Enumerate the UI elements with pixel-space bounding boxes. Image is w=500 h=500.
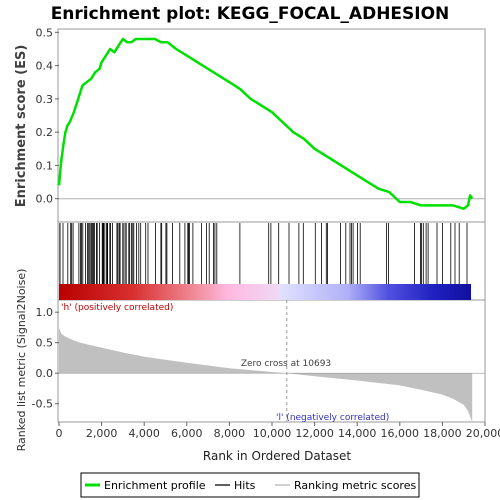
negative-correlation-label: 'l' (negatively correlated) [276,413,389,423]
ranked-metric-layer [59,300,485,422]
x-tick-label: 2,000 [86,427,118,440]
es-y-tick-label: 0.0 [36,193,54,206]
x-tick-label: 20,000 [466,427,500,440]
es-y-axis: 0.0 0.1 0.2 0.3 0.4 0.5 [36,26,59,206]
es-y-tick-label: 0.3 [36,93,54,106]
x-axis-label: Rank in Ordered Dataset [203,449,351,463]
metric-y-tick-label: 0.5 [36,337,54,350]
es-y-tick-label: 0.5 [36,26,54,39]
metric-y-axis: -0.5 0.0 0.5 1.0 [32,306,59,411]
legend-label-hits: Hits [234,479,256,492]
positive-correlation-label: 'h' (positively correlated) [61,303,173,313]
metric-y-tick-label: -0.5 [32,398,53,411]
zero-cross-label: Zero cross at 10693 [241,359,331,369]
x-axis: 0 2,000 4,000 6,000 8,000 10,000 12,000 14,000 1… [56,422,500,440]
ranked-list-heatmap [59,284,471,300]
x-tick-label: 12,000 [295,427,334,440]
es-panel-frame [57,28,486,223]
x-tick-label: 18,000 [423,427,462,440]
legend-label-enrichment: Enrichment profile [104,479,206,492]
chart-title: Enrichment plot: KEGG_FOCAL_ADHESION [51,4,450,24]
es-y-tick-label: 0.1 [36,159,54,172]
enrichment-profile-line [57,37,474,210]
x-tick-label: 14,000 [338,427,377,440]
es-y-axis-label: Enrichment score (ES) [14,45,29,208]
metric-y-tick-label: 0.0 [36,367,54,380]
metric-y-axis-label: Ranked list metric (Signal2Noise) [15,269,28,452]
es-y-tick-label: 0.4 [36,60,54,73]
x-tick-label: 10,000 [253,427,292,440]
metric-y-tick-label: 1.0 [36,306,54,319]
x-tick-label: 4,000 [128,427,160,440]
enrichment-profile-layer [57,37,474,210]
legend-box [80,472,420,498]
ranked-metric-area [59,327,473,422]
hits-layer [59,223,468,284]
x-tick-label: 0 [56,427,63,440]
legend: Enrichment profile Hits Ranking metric s… [80,472,420,498]
es-y-tick-label: 0.2 [36,126,54,139]
x-tick-label: 8,000 [214,427,246,440]
x-tick-label: 6,000 [171,427,203,440]
legend-label-metric: Ranking metric scores [294,479,416,492]
x-tick-label: 16,000 [381,427,420,440]
